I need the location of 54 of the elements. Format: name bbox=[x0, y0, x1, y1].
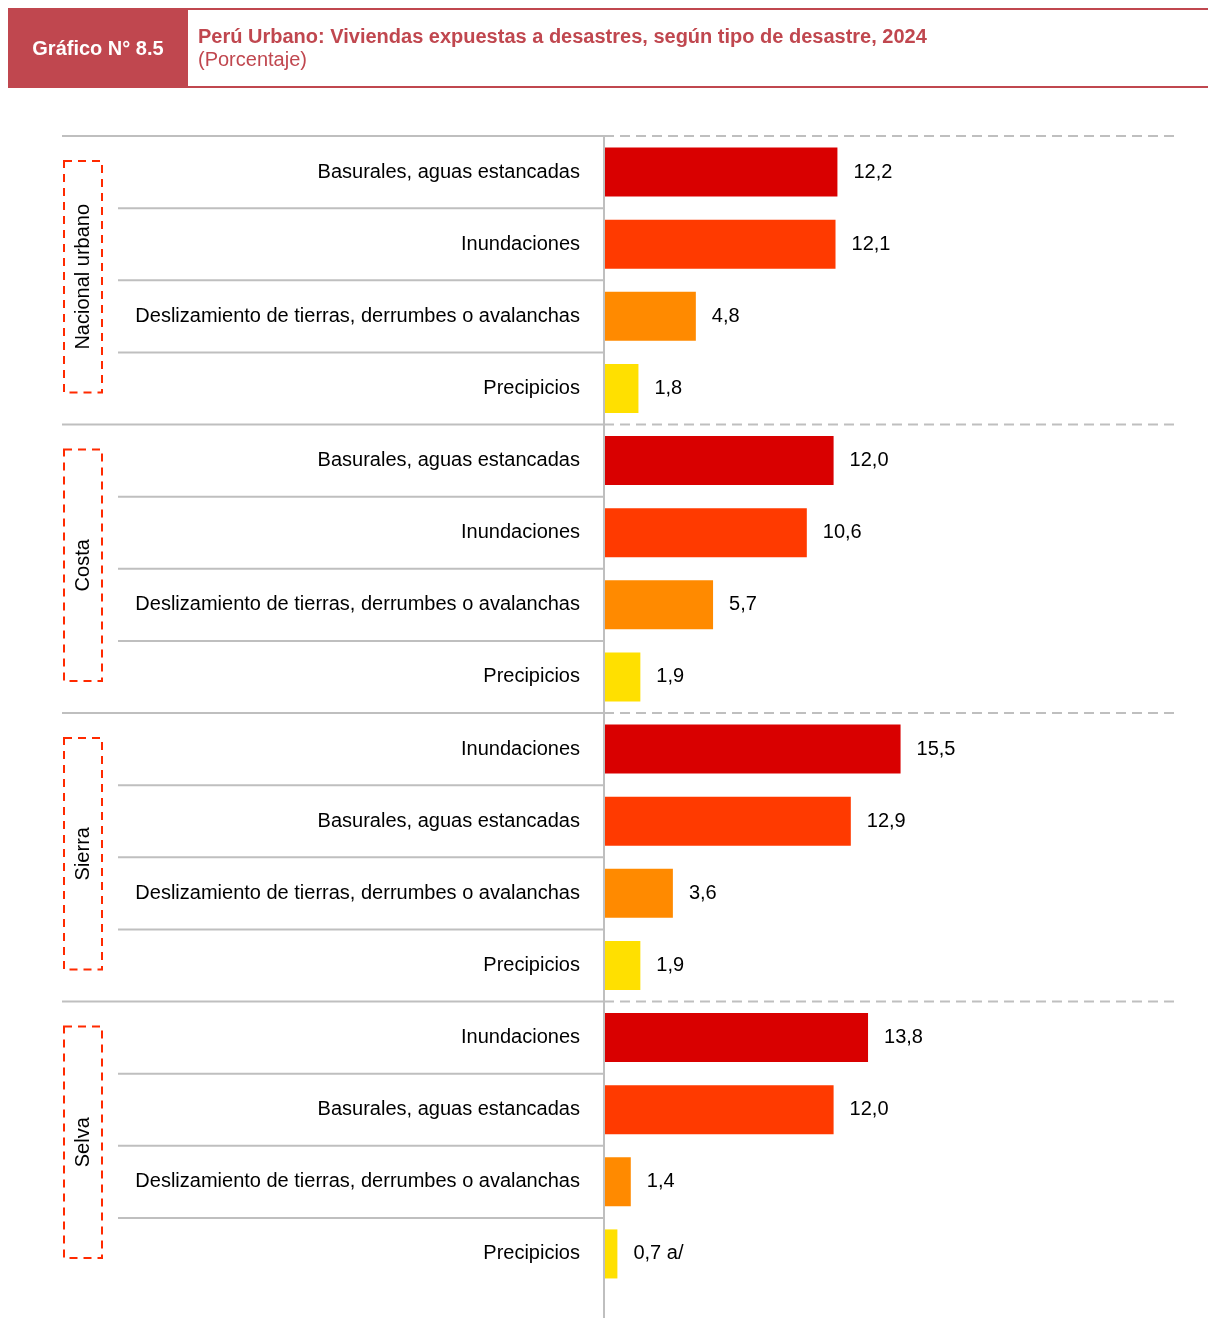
text: Gráfico N° 8.5 bbox=[8, 10, 188, 86]
data-label: 10,6 bbox=[822, 520, 862, 543]
data-label: 15,5 bbox=[916, 736, 956, 759]
bar bbox=[604, 1013, 869, 1063]
bar bbox=[604, 1157, 631, 1207]
y-tick-label: Inundaciones bbox=[461, 736, 580, 759]
data-label: 5,7 bbox=[729, 592, 757, 615]
y-tick-label: Basurales, aguas estancadas bbox=[317, 448, 580, 471]
data-label: 12,0 bbox=[849, 1097, 889, 1120]
bar bbox=[604, 796, 851, 846]
bar bbox=[604, 219, 836, 269]
data-label: 12,0 bbox=[849, 448, 889, 471]
data-label: 4,8 bbox=[711, 303, 740, 326]
bar bbox=[604, 508, 807, 558]
bar bbox=[604, 436, 834, 486]
y-tick-label: Basurales, aguas estancadas bbox=[317, 159, 580, 182]
data-label: 12,2 bbox=[853, 159, 893, 182]
y-tick-label: Inundaciones bbox=[461, 231, 580, 254]
bar bbox=[604, 652, 641, 702]
y-tick-label: Deslizamiento de tierras, derrumbes o avalanchas bbox=[135, 1169, 580, 1192]
bar bbox=[604, 940, 641, 990]
y-tick-label: Precipicios bbox=[483, 375, 580, 398]
y-tick-label: Deslizamiento de tierras, derrumbes o avalanchas bbox=[135, 880, 580, 903]
data-label: 1,9 bbox=[656, 664, 685, 687]
y-tick-label: Deslizamiento de tierras, derrumbes o avalanchas bbox=[135, 592, 580, 615]
text: Nacional urbano bbox=[70, 203, 93, 350]
text: Selva bbox=[70, 1116, 93, 1168]
y-tick-label: Inundaciones bbox=[461, 520, 580, 543]
chart-title: Perú Urbano: Viviendas expuestas a desastres, según tipo de desastre, 2024 bbox=[198, 25, 927, 48]
data-label: 3,6 bbox=[688, 880, 717, 903]
y-tick-label: Basurales, aguas estancadas bbox=[317, 1097, 580, 1120]
bar bbox=[604, 363, 639, 413]
y-tick-label: Precipicios bbox=[483, 1241, 580, 1264]
y-tick-label: Precipicios bbox=[483, 952, 580, 975]
bar bbox=[604, 580, 714, 630]
data-label: 1,9 bbox=[656, 952, 685, 975]
bar bbox=[604, 724, 901, 774]
bar bbox=[604, 291, 696, 341]
y-tick-label: Precipicios bbox=[483, 664, 580, 687]
bar bbox=[604, 147, 838, 197]
bar bbox=[604, 868, 673, 918]
data-label: 12,9 bbox=[866, 808, 906, 831]
bar bbox=[604, 1085, 834, 1135]
data-label: 13,8 bbox=[884, 1025, 923, 1048]
data-label: 1,4 bbox=[646, 1169, 675, 1192]
text: (Porcentaje) bbox=[198, 48, 308, 71]
y-tick-label: Basurales, aguas estancadas bbox=[317, 808, 580, 831]
text: Costa bbox=[70, 538, 93, 592]
data-label: 12,1 bbox=[851, 231, 891, 254]
data-label: 1,8 bbox=[654, 375, 683, 398]
y-tick-label: Deslizamiento de tierras, derrumbes o avalanchas bbox=[135, 303, 580, 326]
text: Sierra bbox=[70, 826, 93, 881]
data-label: 0,7 a/ bbox=[633, 1241, 684, 1264]
y-tick-label: Inundaciones bbox=[461, 1025, 580, 1048]
